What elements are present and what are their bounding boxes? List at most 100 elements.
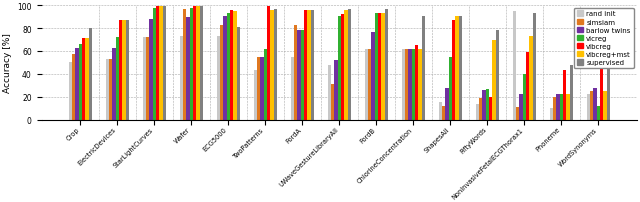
Bar [267, 7, 270, 120]
Bar [513, 12, 516, 120]
Bar [156, 7, 159, 120]
Bar [146, 38, 149, 120]
Bar [72, 55, 76, 120]
Bar [348, 10, 351, 120]
Bar [600, 66, 604, 120]
Bar [371, 32, 375, 120]
Bar [334, 61, 338, 120]
Bar [180, 37, 183, 120]
Legend: rand init, simsiam, barlow twins, vicreg, vibcreg, vibcreg+mst, supervised: rand init, simsiam, barlow twins, vicreg… [573, 8, 634, 69]
Bar [307, 11, 310, 120]
Bar [412, 49, 415, 120]
Bar [385, 10, 388, 120]
Bar [193, 7, 196, 120]
Bar [159, 7, 163, 120]
Bar [529, 37, 532, 120]
Bar [604, 92, 607, 120]
Bar [570, 65, 573, 120]
Bar [217, 37, 220, 120]
Bar [563, 71, 566, 120]
Bar [532, 14, 536, 120]
Bar [85, 39, 88, 120]
Bar [186, 18, 189, 120]
Bar [553, 97, 556, 120]
Bar [526, 53, 529, 120]
Bar [422, 17, 425, 120]
Bar [223, 17, 227, 120]
Bar [298, 31, 301, 120]
Bar [408, 49, 412, 120]
Bar [183, 10, 186, 120]
Bar [344, 11, 348, 120]
Bar [304, 11, 307, 120]
Bar [79, 45, 82, 120]
Bar [122, 21, 125, 120]
Bar [109, 60, 112, 120]
Bar [496, 31, 499, 120]
Bar [310, 11, 314, 120]
Bar [294, 26, 298, 120]
Bar [476, 104, 479, 120]
Bar [220, 26, 223, 120]
Bar [82, 39, 85, 120]
Bar [257, 57, 260, 120]
Bar [516, 107, 520, 120]
Bar [415, 46, 419, 120]
Bar [419, 49, 422, 120]
Bar [566, 95, 570, 120]
Bar [163, 7, 166, 120]
Bar [76, 48, 79, 120]
Bar [264, 49, 267, 120]
Bar [227, 14, 230, 120]
Bar [486, 89, 489, 120]
Bar [593, 88, 597, 120]
Bar [442, 106, 445, 120]
Bar [560, 95, 563, 120]
Bar [253, 71, 257, 120]
Bar [125, 21, 129, 120]
Bar [274, 10, 277, 120]
Bar [381, 14, 385, 120]
Bar [88, 29, 92, 120]
Bar [452, 21, 456, 120]
Bar [260, 57, 264, 120]
Bar [445, 88, 449, 120]
Bar [520, 95, 523, 120]
Bar [116, 38, 119, 120]
Bar [523, 75, 526, 120]
Bar [338, 17, 341, 120]
Bar [328, 65, 331, 120]
Bar [230, 11, 234, 120]
Bar [331, 85, 334, 120]
Bar [439, 103, 442, 120]
Bar [456, 17, 459, 120]
Y-axis label: Accuracy [%]: Accuracy [%] [3, 33, 12, 93]
Bar [479, 98, 483, 120]
Bar [68, 63, 72, 120]
Bar [492, 40, 496, 120]
Bar [341, 15, 344, 120]
Bar [189, 8, 193, 120]
Bar [234, 12, 237, 120]
Bar [556, 95, 560, 120]
Bar [449, 57, 452, 120]
Bar [550, 108, 553, 120]
Bar [149, 20, 153, 120]
Bar [196, 7, 200, 120]
Bar [119, 21, 122, 120]
Bar [143, 38, 146, 120]
Bar [590, 92, 593, 120]
Bar [270, 11, 274, 120]
Bar [112, 48, 116, 120]
Bar [365, 49, 368, 120]
Bar [375, 14, 378, 120]
Bar [483, 90, 486, 120]
Bar [597, 106, 600, 120]
Bar [200, 7, 203, 120]
Bar [106, 60, 109, 120]
Bar [153, 8, 156, 120]
Bar [405, 49, 408, 120]
Bar [378, 14, 381, 120]
Bar [489, 97, 492, 120]
Bar [291, 57, 294, 120]
